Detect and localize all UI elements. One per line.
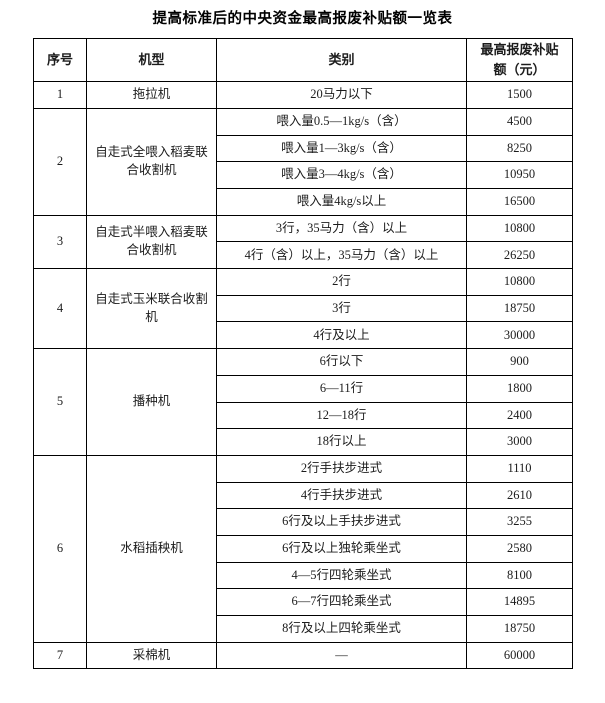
serial-number-cell: 7 xyxy=(33,641,87,670)
category-cell: 6行以下 xyxy=(216,348,467,376)
machine-type-cell: 播种机 xyxy=(86,348,217,456)
machine-type-cell: 自走式半喂入稻麦联合收割机 xyxy=(86,214,217,270)
table-body: 1 拖拉机 20马力以下 1500 2 自走式全喂入稻麦联合收割机 喂入量0.5—1kg/s… xyxy=(33,81,573,670)
amount-cell: 16500 xyxy=(466,188,573,216)
category-cell: 6—7行四轮乘坐式 xyxy=(216,588,467,617)
machine-type-cell: 采棉机 xyxy=(86,641,217,670)
table-row: 4行手扶步进式 2610 xyxy=(34,481,573,510)
table-row: 8行及以上四轮乘坐式 18750 xyxy=(34,615,573,643)
serial-number-cell: 6 xyxy=(33,454,87,643)
category-cell: 6行及以上手扶步进式 xyxy=(216,508,467,536)
serial-number-cell: 1 xyxy=(33,81,87,109)
category-cell: 6—11行 xyxy=(216,374,467,403)
amount-cell: 900 xyxy=(466,348,573,376)
table-row: 3 自走式半喂入稻麦联合收割机 3行，35马力（含）以上 10800 xyxy=(33,214,573,270)
header-row: 序号 机型 类别 最高报废补贴额（元） xyxy=(33,37,573,83)
amount-cell: 10800 xyxy=(466,268,573,296)
amount-cell: 8100 xyxy=(466,561,573,590)
document-page: 提高标准后的中央资金最高报废补贴额一览表 序号 机型 类别 最高报废补贴额（元）… xyxy=(33,11,573,670)
category-cell: 2行 xyxy=(216,268,467,296)
category-cell: 喂入量1—3kg/s（含） xyxy=(216,134,467,163)
table-row: 4行及以上 30000 xyxy=(34,321,573,350)
amount-cell: 60000 xyxy=(466,641,573,670)
category-cell: 4行及以上 xyxy=(216,321,467,350)
amount-cell: 1500 xyxy=(466,81,573,109)
subsidy-table: 序号 机型 类别 最高报废补贴额（元） 1 拖拉机 20马力以下 1500 2 自走式全喂… xyxy=(33,37,573,670)
table-row: 6—7行四轮乘坐式 14895 xyxy=(34,588,573,617)
amount-cell: 1800 xyxy=(466,374,573,403)
page-title: 提高标准后的中央资金最高报废补贴额一览表 xyxy=(152,11,453,27)
table-row: 6行及以上手扶步进式 3255 xyxy=(34,508,573,536)
category-cell: 喂入量0.5—1kg/s（含） xyxy=(216,107,467,136)
table-row: 1 拖拉机 20马力以下 1500 xyxy=(33,81,573,109)
amount-cell: 2610 xyxy=(466,481,573,510)
table-header: 序号 机型 类别 最高报废补贴额（元） xyxy=(33,37,573,83)
category-cell: 12—18行 xyxy=(216,401,467,430)
category-cell: 3行 xyxy=(216,294,467,323)
amount-cell: 3255 xyxy=(466,508,573,536)
header-max-subsidy-amount: 最高报废补贴额（元） xyxy=(466,37,573,83)
amount-cell: 4500 xyxy=(466,107,573,136)
table-row: 喂入量1—3kg/s（含） 8250 xyxy=(34,134,573,163)
table-row: 4—5行四轮乘坐式 8100 xyxy=(34,561,573,590)
amount-cell: 2580 xyxy=(466,534,573,563)
table-row: 12—18行 2400 xyxy=(34,401,573,430)
serial-number-cell: 2 xyxy=(33,107,87,216)
table-row: 7 采棉机 —60000 xyxy=(33,641,573,670)
table-row: 4行（含）以上，35马力（含）以上 26250 xyxy=(34,241,573,270)
machine-type-cell: 自走式全喂入稻麦联合收割机 xyxy=(86,107,217,216)
table-row: 6 水稻插秧机 2行手扶步进式 1110 xyxy=(33,454,573,643)
table-row: 喂入量4kg/s以上 16500 xyxy=(34,188,573,216)
header-serial-number: 序号 xyxy=(33,37,87,83)
category-cell: 4行手扶步进式 xyxy=(216,481,467,510)
machine-type-cell: 水稻插秧机 xyxy=(86,454,217,643)
amount-cell: 18750 xyxy=(466,294,573,323)
category-cell: 6行及以上独轮乘坐式 xyxy=(216,534,467,563)
category-cell: 8行及以上四轮乘坐式 xyxy=(216,615,467,643)
machine-type-cell: 拖拉机 xyxy=(86,81,217,109)
category-cell: — xyxy=(216,641,467,670)
table-row: 4 自走式玉米联合收割机 2行 10800 xyxy=(33,268,573,350)
category-cell: 喂入量4kg/s以上 xyxy=(216,188,467,216)
serial-number-cell: 4 xyxy=(33,268,87,350)
amount-cell: 2400 xyxy=(466,401,573,430)
amount-cell: 10800 xyxy=(466,214,573,243)
amount-cell: 10950 xyxy=(466,161,573,190)
table-row: 5 播种机 6行以下 900 xyxy=(33,348,573,456)
machine-type-cell: 自走式玉米联合收割机 xyxy=(86,268,217,350)
amount-cell: 30000 xyxy=(466,321,573,350)
header-category: 类别 xyxy=(216,37,467,83)
category-cell: 4—5行四轮乘坐式 xyxy=(216,561,467,590)
serial-number-cell: 3 xyxy=(33,214,87,270)
category-cell: 4行（含）以上，35马力（含）以上 xyxy=(216,241,467,270)
amount-cell: 8250 xyxy=(466,134,573,163)
category-cell: 2行手扶步进式 xyxy=(216,454,467,483)
header-machine-type: 机型 xyxy=(86,37,217,83)
table-row: 3行 18750 xyxy=(34,294,573,323)
category-cell: 喂入量3—4kg/s（含） xyxy=(216,161,467,190)
amount-cell: 3000 xyxy=(466,428,573,456)
table-row: 2 自走式全喂入稻麦联合收割机 喂入量0.5—1kg/s（含） 4500 xyxy=(33,107,573,216)
category-cell: 18行以上 xyxy=(216,428,467,456)
amount-cell: 1110 xyxy=(466,454,573,483)
amount-cell: 18750 xyxy=(466,615,573,643)
table-row: 6—11行 1800 xyxy=(34,374,573,403)
serial-number-cell: 5 xyxy=(33,348,87,456)
table-row: 6行及以上独轮乘坐式 2580 xyxy=(34,534,573,563)
amount-cell: 14895 xyxy=(466,588,573,617)
amount-cell: 26250 xyxy=(466,241,573,270)
category-cell: 3行，35马力（含）以上 xyxy=(216,214,467,243)
category-cell: 20马力以下 xyxy=(216,81,467,109)
